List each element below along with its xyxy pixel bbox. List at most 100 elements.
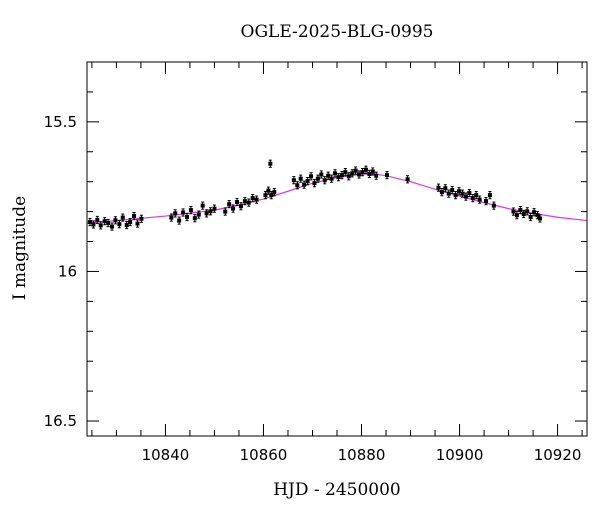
data-point — [110, 222, 114, 231]
point-marker — [315, 176, 320, 181]
point-marker — [185, 214, 189, 219]
point-marker — [511, 209, 516, 214]
data-point — [436, 183, 441, 192]
point-marker — [87, 220, 92, 225]
point-marker — [181, 210, 186, 215]
point-marker — [535, 213, 540, 218]
point-marker — [192, 216, 197, 221]
point-marker — [532, 210, 537, 215]
point-marker — [208, 209, 213, 214]
data-point — [333, 169, 338, 178]
point-marker — [443, 186, 448, 191]
point-marker — [305, 179, 310, 184]
y-tick-label: 16.5 — [44, 412, 77, 430]
point-marker — [106, 220, 111, 225]
point-marker — [374, 173, 379, 178]
data-point — [117, 220, 122, 229]
data-point — [537, 214, 542, 223]
data-point — [181, 208, 186, 217]
point-marker — [223, 209, 228, 214]
data-point — [135, 219, 140, 228]
data-point — [463, 192, 468, 201]
point-marker — [484, 199, 489, 204]
data-point — [326, 171, 331, 180]
data-point — [268, 159, 273, 168]
data-point — [231, 204, 236, 213]
point-marker — [521, 211, 526, 216]
data-point — [185, 212, 189, 222]
point-marker — [95, 217, 100, 222]
point-marker — [329, 176, 334, 181]
data-point — [173, 209, 178, 218]
point-marker — [514, 213, 519, 218]
data-point — [132, 211, 137, 221]
point-marker — [343, 170, 348, 175]
point-marker — [212, 206, 217, 211]
point-marker — [467, 191, 472, 196]
point-marker — [188, 208, 193, 213]
data-point — [374, 171, 379, 180]
point-marker — [491, 203, 496, 208]
point-marker — [242, 199, 247, 204]
point-marker — [463, 194, 468, 199]
point-marker — [266, 188, 271, 193]
data-point — [91, 220, 96, 229]
point-marker — [339, 173, 344, 178]
data-point — [525, 207, 530, 216]
data-point — [204, 209, 209, 218]
data-point — [177, 216, 182, 225]
y-tick-label: 15.5 — [44, 113, 77, 131]
point-marker — [357, 172, 362, 177]
point-marker — [360, 170, 365, 175]
point-marker — [117, 222, 122, 227]
point-marker — [477, 197, 482, 202]
point-marker — [177, 218, 182, 223]
point-marker — [291, 178, 296, 183]
x-tick-label: 10860 — [240, 446, 288, 464]
point-marker — [132, 214, 137, 219]
x-tick-label: 10840 — [142, 446, 190, 464]
point-marker — [135, 221, 140, 226]
point-marker — [322, 178, 327, 183]
point-marker — [200, 203, 205, 208]
point-marker — [333, 171, 338, 176]
point-marker — [367, 171, 372, 176]
data-point — [124, 220, 129, 230]
data-point — [227, 200, 232, 209]
point-marker — [235, 200, 239, 205]
data-point — [514, 211, 519, 220]
point-marker — [363, 167, 368, 172]
point-marker — [250, 196, 255, 201]
point-marker — [204, 211, 209, 216]
point-marker — [169, 215, 174, 220]
data-point — [295, 181, 300, 190]
data-point — [385, 171, 389, 180]
point-marker — [518, 208, 523, 213]
data-point — [312, 179, 317, 188]
data-point — [188, 206, 193, 215]
x-tick-label: 10900 — [436, 446, 484, 464]
point-marker — [487, 193, 492, 198]
point-marker — [457, 189, 462, 194]
data-point — [309, 172, 314, 181]
data-point — [95, 215, 100, 225]
point-marker — [346, 174, 351, 179]
data-point — [169, 213, 174, 222]
point-marker — [470, 196, 475, 201]
data-point — [254, 195, 259, 204]
data-point — [363, 165, 368, 174]
point-marker — [102, 219, 107, 224]
data-point — [196, 210, 201, 219]
data-point — [106, 218, 111, 228]
point-marker — [227, 202, 232, 207]
data-point — [339, 171, 344, 180]
data-point — [120, 213, 125, 222]
point-marker — [120, 215, 125, 220]
data-point — [319, 170, 324, 179]
data-point — [291, 176, 296, 185]
data-point — [242, 197, 247, 206]
data-point — [329, 174, 334, 183]
x-tick-label: 10880 — [338, 446, 386, 464]
y-tick-label: 16 — [58, 262, 77, 280]
data-point — [272, 188, 277, 197]
